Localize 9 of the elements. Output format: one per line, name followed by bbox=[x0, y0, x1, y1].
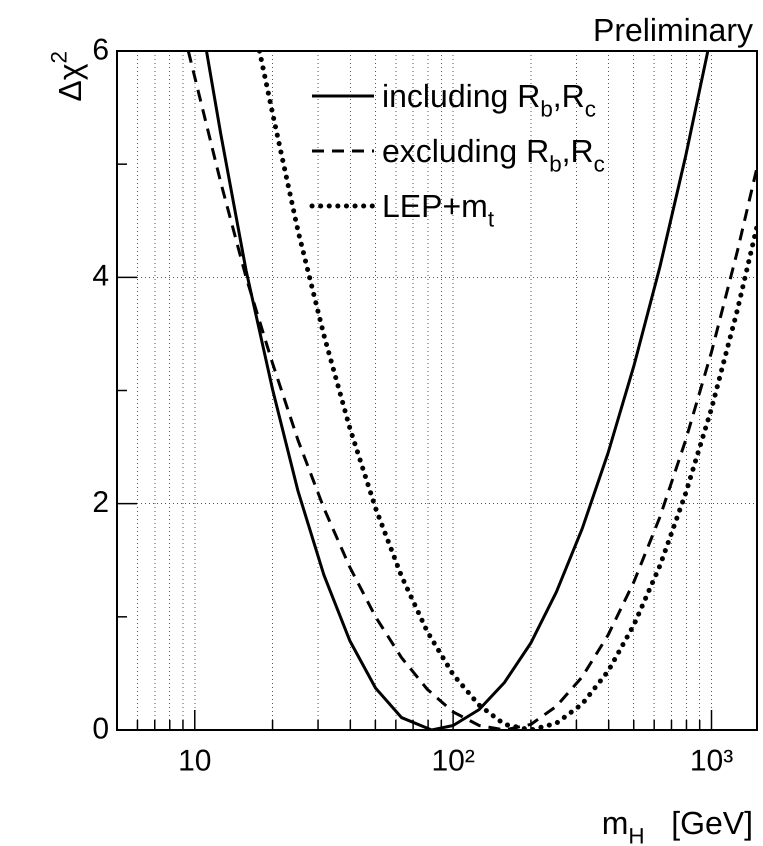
y-tick-label: 6 bbox=[92, 33, 109, 66]
y-tick-label: 0 bbox=[92, 712, 109, 746]
x-tick-label: 10³ bbox=[690, 744, 734, 778]
y-axis-title: Δχ2 bbox=[46, 51, 88, 102]
y-tick-label: 4 bbox=[92, 260, 109, 293]
chart-title: Preliminary bbox=[592, 12, 753, 48]
y-tick-label: 2 bbox=[92, 486, 109, 519]
x-tick-label: 10² bbox=[431, 744, 475, 778]
x-tick-label: 10 bbox=[178, 744, 212, 778]
